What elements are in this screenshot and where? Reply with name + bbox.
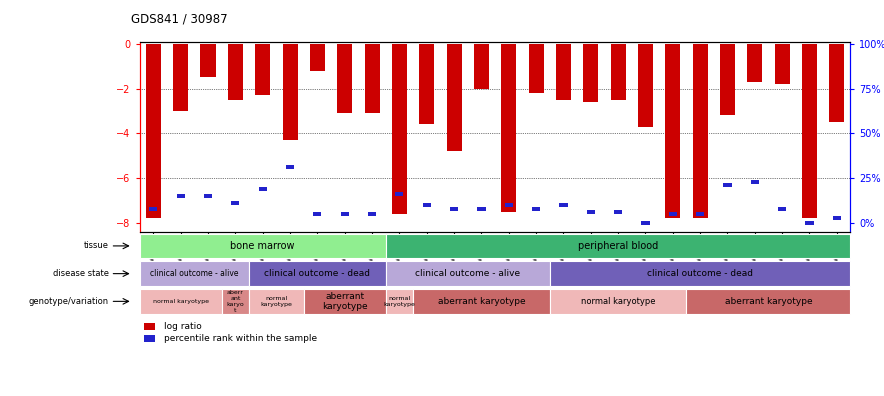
Bar bbox=[692, 44, 707, 218]
Bar bbox=[583, 44, 598, 102]
Bar bbox=[501, 44, 516, 211]
Bar bbox=[686, 289, 850, 314]
Bar bbox=[668, 212, 677, 216]
Bar bbox=[587, 209, 595, 213]
Text: normal
karyotype: normal karyotype bbox=[261, 296, 293, 307]
Bar bbox=[249, 261, 385, 286]
Bar bbox=[368, 212, 377, 216]
Bar bbox=[532, 207, 540, 211]
Bar bbox=[696, 212, 705, 216]
Bar bbox=[477, 207, 485, 211]
Text: normal karyotype: normal karyotype bbox=[153, 299, 209, 304]
Text: normal karyotype: normal karyotype bbox=[581, 297, 655, 306]
Bar bbox=[340, 212, 349, 216]
Bar bbox=[529, 44, 544, 93]
Bar bbox=[140, 261, 249, 286]
Bar bbox=[228, 44, 243, 100]
Text: aberrant karyotype: aberrant karyotype bbox=[725, 297, 812, 306]
Text: clinical outcome - alive: clinical outcome - alive bbox=[150, 269, 239, 278]
Bar bbox=[140, 289, 222, 314]
Bar bbox=[392, 44, 407, 214]
Bar bbox=[638, 44, 653, 127]
Bar bbox=[144, 335, 155, 342]
Text: clinical outcome - dead: clinical outcome - dead bbox=[647, 269, 753, 278]
Bar bbox=[751, 181, 758, 185]
Bar bbox=[450, 207, 458, 211]
Bar bbox=[286, 165, 294, 169]
Text: aberrant
karyotype: aberrant karyotype bbox=[322, 292, 368, 311]
Bar bbox=[144, 323, 155, 330]
Bar bbox=[665, 44, 681, 218]
Bar bbox=[258, 187, 267, 191]
Bar bbox=[146, 44, 161, 218]
Bar bbox=[140, 234, 385, 258]
Bar bbox=[204, 194, 212, 198]
Bar bbox=[720, 44, 735, 115]
Text: log ratio: log ratio bbox=[164, 322, 202, 331]
Bar bbox=[313, 212, 322, 216]
Bar bbox=[364, 44, 379, 113]
Bar bbox=[423, 203, 431, 207]
Text: genotype/variation: genotype/variation bbox=[28, 297, 109, 306]
Bar bbox=[474, 44, 489, 89]
Text: GDS841 / 30987: GDS841 / 30987 bbox=[131, 13, 227, 26]
Bar bbox=[177, 194, 185, 198]
Bar bbox=[550, 261, 850, 286]
Bar bbox=[201, 44, 216, 77]
Bar bbox=[149, 207, 157, 211]
Bar bbox=[556, 44, 571, 100]
Text: aberrant karyotype: aberrant karyotype bbox=[438, 297, 525, 306]
Bar bbox=[249, 289, 304, 314]
Bar bbox=[255, 44, 271, 95]
Bar bbox=[419, 44, 434, 124]
Bar bbox=[613, 209, 622, 213]
Bar bbox=[173, 44, 188, 111]
Text: bone marrow: bone marrow bbox=[231, 241, 295, 251]
Bar bbox=[385, 289, 413, 314]
Bar bbox=[304, 289, 385, 314]
Bar bbox=[774, 44, 789, 84]
Bar bbox=[283, 44, 298, 140]
Text: clinical outcome - dead: clinical outcome - dead bbox=[264, 269, 370, 278]
Bar bbox=[395, 192, 403, 196]
Bar bbox=[385, 261, 550, 286]
Bar bbox=[829, 44, 844, 122]
Bar bbox=[309, 44, 325, 70]
Bar bbox=[611, 44, 626, 100]
Bar bbox=[232, 201, 240, 205]
Bar bbox=[385, 234, 850, 258]
Text: tissue: tissue bbox=[84, 242, 109, 250]
Bar bbox=[778, 207, 786, 211]
Bar bbox=[723, 183, 732, 187]
Text: percentile rank within the sample: percentile rank within the sample bbox=[164, 334, 316, 343]
Text: aberr
ant
karyo
t: aberr ant karyo t bbox=[226, 290, 244, 312]
Text: disease state: disease state bbox=[53, 269, 109, 278]
Bar bbox=[833, 216, 841, 220]
Bar bbox=[337, 44, 352, 113]
Bar bbox=[805, 221, 813, 225]
Bar bbox=[550, 289, 686, 314]
Bar bbox=[641, 221, 650, 225]
Bar bbox=[413, 289, 550, 314]
Text: clinical outcome - alive: clinical outcome - alive bbox=[415, 269, 521, 278]
Text: peripheral blood: peripheral blood bbox=[578, 241, 659, 251]
Bar bbox=[747, 44, 762, 82]
Bar bbox=[222, 289, 249, 314]
Bar bbox=[802, 44, 817, 218]
Bar bbox=[505, 203, 513, 207]
Text: normal
karyotype: normal karyotype bbox=[384, 296, 415, 307]
Bar bbox=[446, 44, 461, 151]
Bar bbox=[560, 203, 568, 207]
